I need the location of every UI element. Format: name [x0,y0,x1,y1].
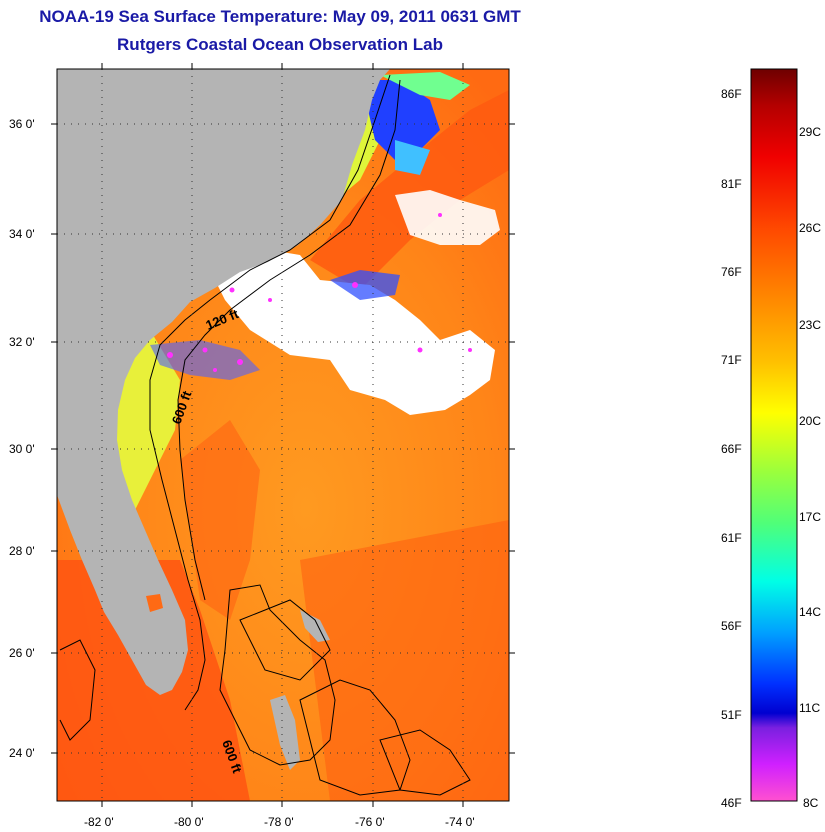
gulf-stream-north [310,90,509,290]
colorbar-c-label: 29C [799,125,821,139]
lat-label: 34 0' [9,227,35,241]
colorbar-f-label: 76F [721,265,742,279]
lon-label: -76 0' [355,815,385,829]
cloud-cover-main [215,250,495,415]
temperature-colorbar [750,68,798,802]
southeast-warm-water [300,520,509,801]
colorbar-c-label: 26C [799,221,821,235]
colorbar-f-label: 66F [721,442,742,456]
colorbar-f-label: 56F [721,619,742,633]
colorbar-f-label: 51F [721,708,742,722]
latitude-labels: 36 0' 34 0' 32 0' 30 0' 28 0' 26 0' 24 0… [9,117,35,760]
colorbar-c-label: 23C [799,318,821,332]
map-frame [56,68,510,802]
lat-label: 24 0' [9,746,35,760]
lake-okeechobee [146,594,163,612]
lon-label: -82 0' [84,815,114,829]
land-us-mainland [57,69,390,695]
cold-water-north [360,80,440,160]
longitude-labels: -82 0' -80 0' -78 0' -76 0' -74 0' [84,815,475,829]
colorbar-fahrenheit-labels: 86F 81F 76F 71F 66F 61F 56F 51F 46F [721,87,742,810]
colorbar-c-label: 8C [803,796,819,810]
lat-label: 30 0' [9,442,35,456]
colorbar-c-label: 14C [799,605,821,619]
map-subtitle: Rutgers Coastal Ocean Observation Lab [117,35,443,54]
cold-speckle-band [330,270,400,300]
colorbar-f-label: 46F [721,796,742,810]
colorbar-f-label: 61F [721,531,742,545]
lat-lon-grid [57,69,509,801]
land-andros-island [270,695,300,770]
depth-contours [59,74,471,796]
colorbar-c-label: 17C [799,510,821,524]
map-title: NOAA-19 Sea Surface Temperature: May 09,… [39,7,521,26]
colorbar-f-label: 81F [721,177,742,191]
shelf-water-north [110,110,400,520]
colorbar-f-label: 71F [721,353,742,367]
green-water-north [380,72,470,100]
lon-label: -80 0' [174,815,204,829]
map-tick-marks [51,63,515,807]
gulf-stream-mid [180,420,260,620]
colorbar-c-label: 20C [799,414,821,428]
lat-label: 28 0' [9,544,35,558]
cloud-cover-north [395,190,500,245]
lat-label: 26 0' [9,646,35,660]
lon-label: -78 0' [264,815,294,829]
cold-speckle-south [150,340,260,380]
cool-water-patch [395,140,430,175]
lat-label: 32 0' [9,335,35,349]
colorbar-c-label: 11C [799,701,820,715]
colorbar-f-label: 86F [721,87,742,101]
lat-label: 36 0' [9,117,35,131]
colorbar-celsius-labels: 29C 26C 23C 20C 17C 14C 11C 8C [799,125,821,810]
sst-map[interactable]: 120 ft 600 ft 600 ft [57,69,509,801]
lon-label: -74 0' [445,815,475,829]
